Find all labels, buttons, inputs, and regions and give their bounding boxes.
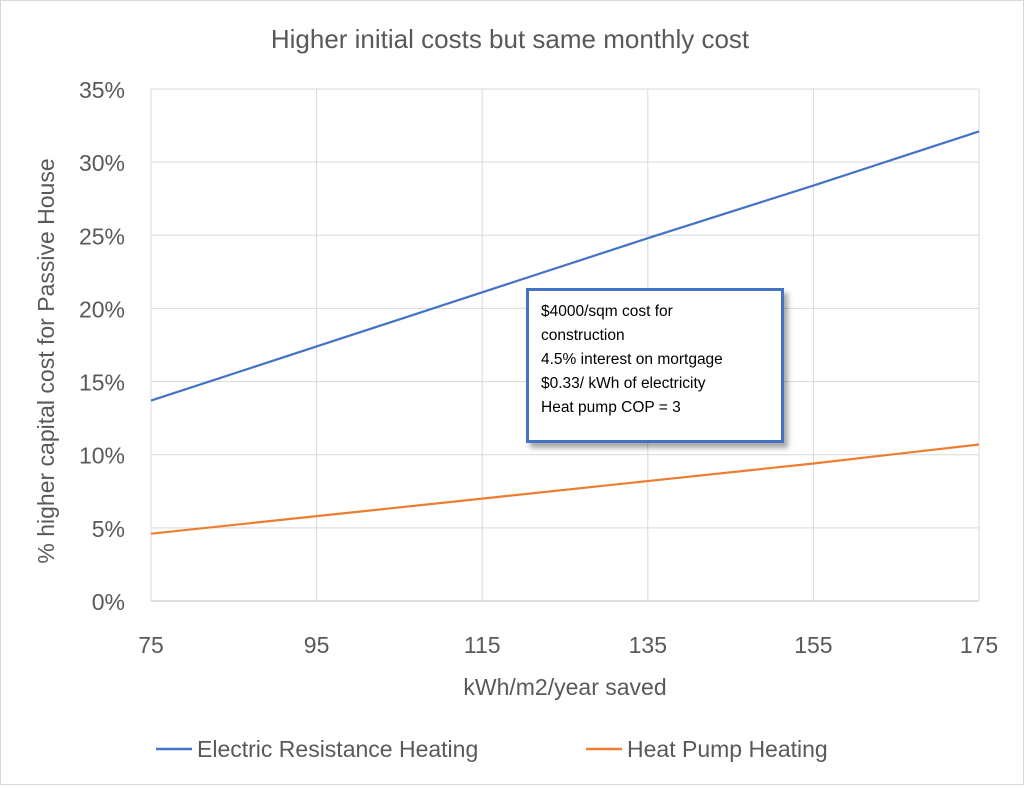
- y-axis-ticks: 0% 5% 10% 15% 20% 25% 30% 35%: [79, 77, 125, 615]
- assumptions-text-box: $4000/sqm cost for construction 4.5% int…: [526, 288, 784, 443]
- annotation-line-5: Heat pump COP = 3: [541, 399, 681, 416]
- y-tick-label: 30%: [79, 150, 125, 176]
- legend-label-heat-pump: Heat Pump Heating: [627, 736, 828, 762]
- x-axis-ticks: 75 95 115 135 155 175: [138, 632, 998, 658]
- x-tick-label: 75: [138, 632, 164, 658]
- y-tick-label: 20%: [79, 296, 125, 322]
- series-line-heat-pump: [150, 443, 980, 535]
- annotation-line-1: $4000/sqm cost for: [541, 303, 673, 320]
- x-tick-label: 115: [464, 632, 501, 658]
- y-tick-label: 25%: [79, 223, 125, 249]
- annotation-line-3: 4.5% interest on mortgage: [541, 351, 723, 368]
- y-tick-label: 5%: [92, 516, 125, 542]
- y-tick-label: 10%: [79, 443, 125, 469]
- chart-title: Higher initial costs but same monthly co…: [271, 24, 750, 54]
- x-tick-label: 135: [629, 632, 667, 658]
- x-axis-label: kWh/m2/year saved: [463, 674, 666, 700]
- y-tick-label: 15%: [79, 370, 125, 396]
- series-line-electric-resistance: [150, 130, 980, 402]
- series-lines: [150, 130, 980, 535]
- annotation-line-2: construction: [541, 327, 625, 344]
- x-tick-label: 175: [960, 632, 998, 658]
- legend: Electric Resistance Heating Heat Pump He…: [156, 736, 828, 762]
- y-tick-label: 35%: [79, 77, 125, 103]
- x-tick-label: 155: [794, 632, 832, 658]
- annotation-line-4: $0.33/ kWh of electricity: [541, 375, 706, 392]
- y-tick-label: 0%: [92, 589, 125, 615]
- x-tick-label: 95: [304, 632, 330, 658]
- legend-label-electric: Electric Resistance Heating: [197, 736, 478, 762]
- y-axis-label: % higher capital cost for Passive House: [33, 158, 59, 563]
